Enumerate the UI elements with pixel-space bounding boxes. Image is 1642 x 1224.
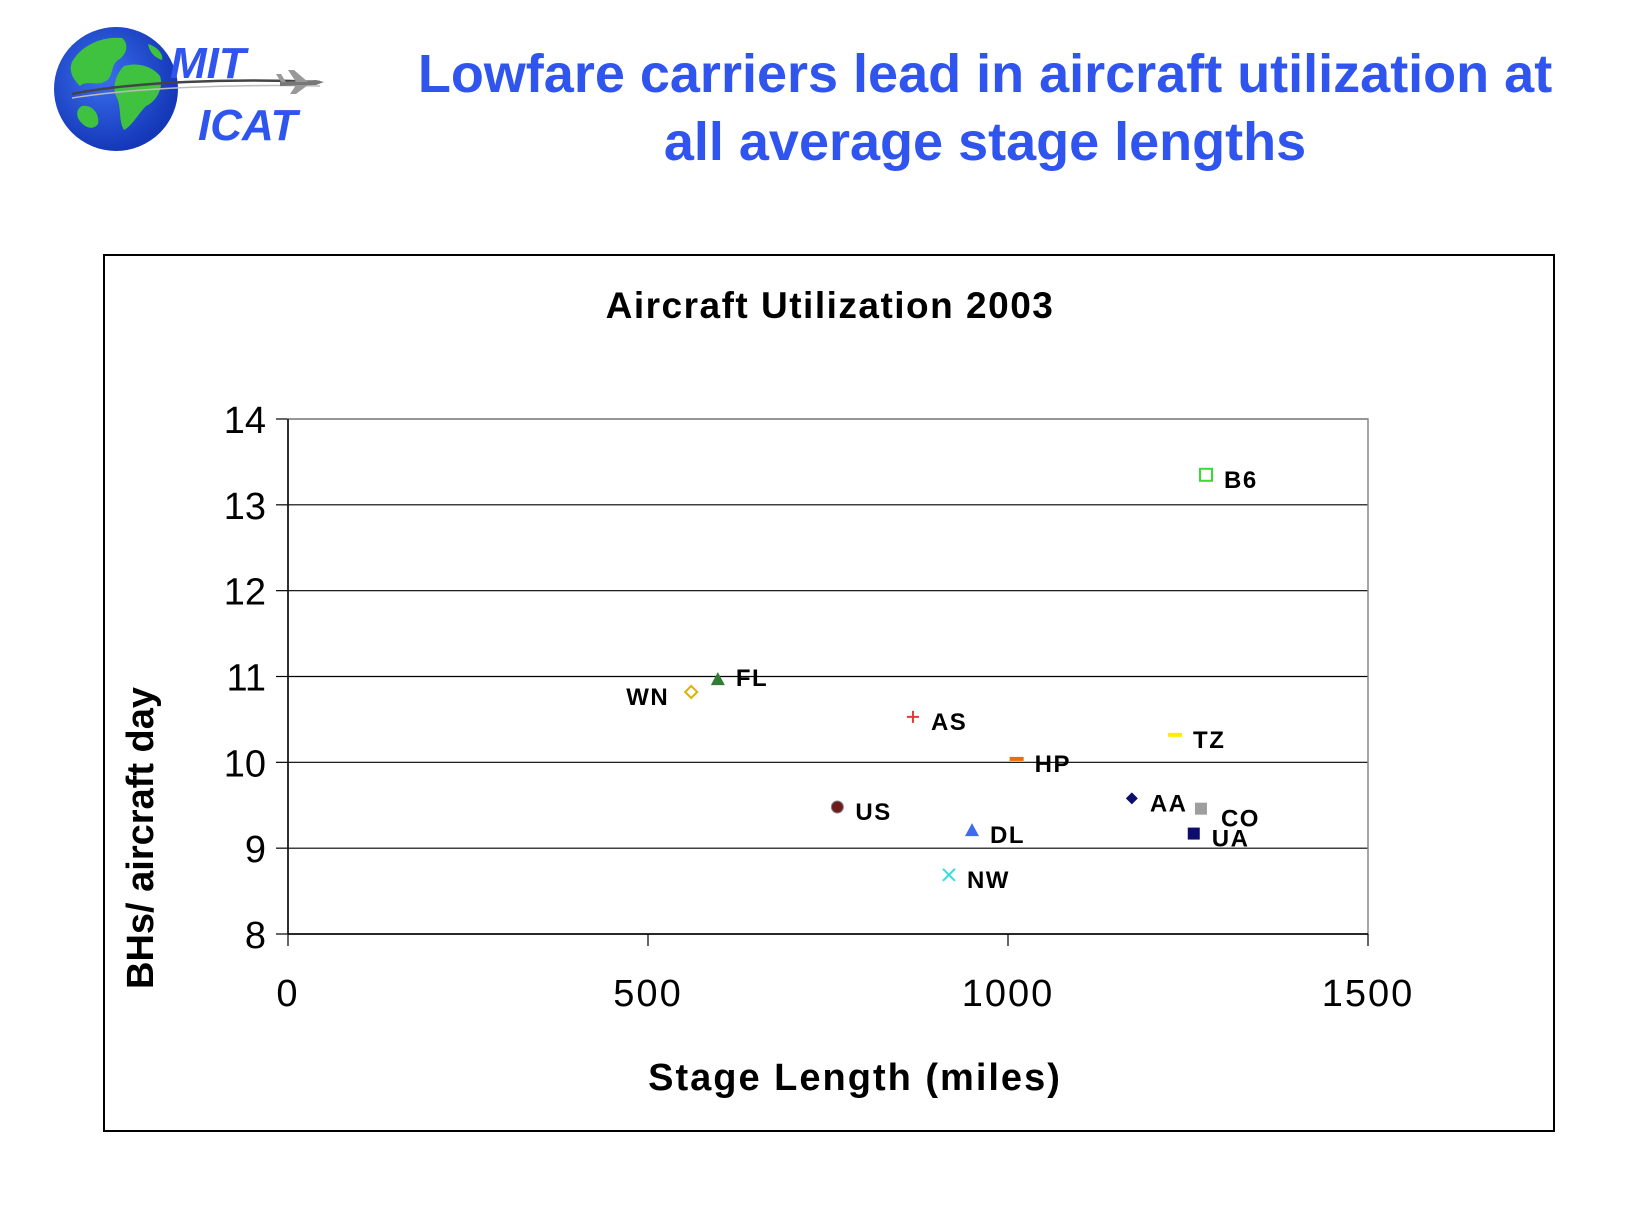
x-tick-label: 1000 — [962, 973, 1055, 1015]
x-tick-label: 0 — [276, 973, 299, 1015]
logo-mit-text: MIT — [170, 39, 249, 88]
data-label-co: CO — [1221, 806, 1260, 833]
slide-title: Lowfare carriers lead in aircraft utiliz… — [395, 40, 1575, 176]
data-label-aa: AA — [1150, 790, 1188, 817]
data-point-as — [906, 710, 919, 723]
data-point-fl — [710, 672, 725, 686]
data-point-co — [1194, 802, 1207, 815]
globe-icon — [54, 27, 178, 151]
chart-title: Aircraft Utilization 2003 — [606, 285, 1055, 326]
data-label-dl: DL — [990, 822, 1025, 849]
mit-icat-logo: MIT ICAT — [54, 27, 324, 151]
y-tick-label: 11 — [227, 658, 266, 700]
plot-area: 8 9 10 11 12 13 14 0 500 1000 1500 B6 WN FL AS TZ HP US AA… — [224, 400, 1415, 1015]
data-label-ua: UA — [1212, 826, 1250, 853]
data-point-us — [830, 800, 844, 814]
y-tick-label: 10 — [224, 743, 266, 785]
x-tick-label: 500 — [613, 973, 682, 1015]
data-label-nw: NW — [967, 867, 1010, 894]
data-label-hp: HP — [1035, 751, 1071, 778]
data-label-us: US — [855, 799, 891, 826]
data-label-tz: TZ — [1193, 727, 1225, 754]
x-tick-label: 1500 — [1322, 973, 1415, 1015]
x-axis-label: Stage Length (miles) — [648, 1057, 1062, 1099]
data-label-b6: B6 — [1224, 467, 1258, 494]
slide-title-line-1: Lowfare carriers lead in aircraft utiliz… — [417, 44, 1553, 104]
data-label-fl: FL — [736, 665, 768, 692]
y-tick-label: 12 — [224, 572, 266, 614]
data-point-wn — [683, 684, 699, 700]
y-tick-label: 9 — [245, 829, 266, 871]
y-tick-label: 13 — [224, 486, 266, 528]
data-point-aa — [1125, 792, 1138, 805]
data-point-b6 — [1199, 467, 1213, 482]
y-tick-label: 14 — [224, 400, 266, 442]
data-point-tz — [1168, 732, 1183, 737]
chart-frame: Aircraft Utilization 2003 Stage Length (… — [103, 254, 1555, 1132]
data-point-dl — [965, 823, 979, 837]
airplane-icon — [276, 70, 324, 94]
data-label-as: AS — [931, 709, 967, 736]
data-point-nw — [942, 868, 956, 882]
slide-title-line-2: all average stage lengths — [663, 112, 1307, 172]
data-label-wn: WN — [626, 684, 669, 711]
y-axis-label: BHs/ aircraft day — [120, 687, 162, 989]
scatter-chart: Aircraft Utilization 2003 Stage Length (… — [120, 285, 1415, 1099]
data-point-ua — [1187, 827, 1200, 840]
logo-icat-text: ICAT — [198, 101, 301, 150]
data-point-hp — [1009, 756, 1024, 761]
y-tick-label: 8 — [245, 915, 266, 957]
